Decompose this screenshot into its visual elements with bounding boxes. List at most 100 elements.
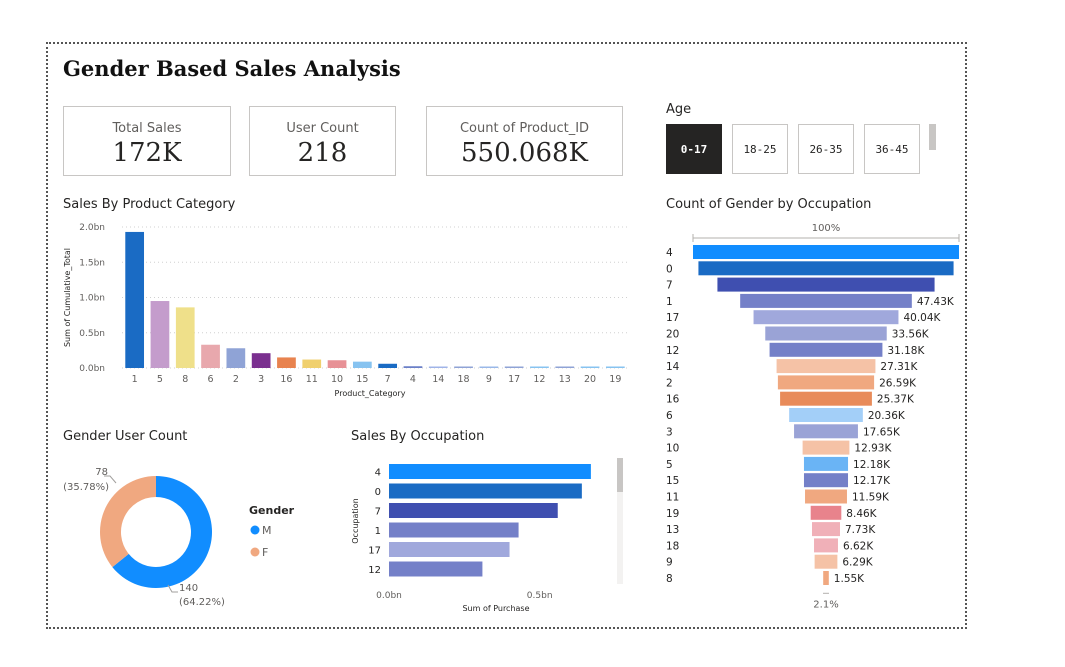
age-option-18-25[interactable]: 18-25: [732, 124, 788, 174]
funnel-bar[interactable]: [717, 277, 935, 292]
bar[interactable]: [389, 561, 483, 577]
funnel-bar[interactable]: [753, 310, 899, 325]
legend-label: F: [262, 546, 268, 559]
bar[interactable]: [251, 353, 271, 368]
bar[interactable]: [428, 366, 448, 369]
funnel-category-label: 8: [666, 573, 673, 585]
card-label: User Count: [286, 121, 359, 136]
occupation-funnel-title: Count of Gender by Occupation: [666, 197, 872, 212]
funnel-bar[interactable]: [765, 326, 887, 341]
funnel-bar[interactable]: [794, 424, 858, 439]
legend-title: Gender: [249, 504, 295, 517]
funnel-category-label: 20: [666, 329, 679, 341]
funnel-bar[interactable]: [769, 342, 883, 357]
age-option-26-35[interactable]: 26-35: [798, 124, 854, 174]
funnel-category-label: 7: [666, 280, 673, 292]
bar[interactable]: [389, 464, 591, 479]
funnel-category-label: 16: [666, 394, 680, 406]
bar[interactable]: [302, 359, 322, 368]
y-tick-label: 0.5bn: [79, 329, 105, 339]
bar[interactable]: [389, 522, 519, 538]
bar[interactable]: [479, 366, 499, 369]
age-option-0-17[interactable]: 0-17: [666, 124, 722, 174]
bar[interactable]: [327, 360, 347, 368]
card-value: 218: [297, 138, 348, 168]
bar[interactable]: [352, 361, 372, 368]
funnel-bar[interactable]: [740, 293, 912, 308]
bar[interactable]: [580, 366, 600, 369]
funnel-bar[interactable]: [823, 571, 829, 585]
y-tick-label: 1.0bn: [79, 294, 105, 304]
funnel-category-label: 10: [666, 443, 679, 455]
funnel-bar[interactable]: [814, 554, 838, 569]
bar[interactable]: [277, 357, 296, 368]
funnel-category-label: 2: [666, 377, 673, 389]
funnel-value-label: 12.93K: [854, 443, 892, 455]
bar[interactable]: [125, 231, 145, 368]
bar[interactable]: [378, 363, 398, 368]
funnel-category-label: 13: [666, 524, 679, 536]
y-tick-label: 1: [375, 526, 381, 537]
funnel-bar[interactable]: [698, 261, 954, 276]
funnel-bar[interactable]: [810, 505, 842, 520]
bar[interactable]: [403, 366, 423, 368]
legend-marker: [250, 547, 260, 557]
funnel-bar[interactable]: [803, 456, 849, 471]
x-tick-label: 3: [258, 374, 264, 385]
funnel-bar[interactable]: [777, 375, 875, 390]
funnel-category-label: 19: [666, 508, 679, 520]
funnel-bar[interactable]: [693, 245, 959, 259]
age-option-36-45[interactable]: 36-45: [864, 124, 920, 174]
funnel-bar[interactable]: [812, 522, 840, 537]
bar[interactable]: [389, 542, 510, 557]
y-tick-label: 0.0bn: [79, 364, 105, 374]
funnel-bar[interactable]: [780, 391, 872, 406]
x-tick-label: 12: [533, 374, 545, 385]
bar[interactable]: [454, 366, 473, 369]
y-tick-label: 4: [375, 468, 381, 479]
funnel-bar[interactable]: [802, 440, 850, 455]
scrollbar-thumb[interactable]: [617, 458, 623, 492]
donut-slice[interactable]: [100, 476, 156, 568]
funnel-category-label: 4: [666, 247, 673, 259]
funnel-value-label: 25.37K: [877, 394, 915, 406]
bar[interactable]: [201, 344, 220, 368]
funnel-category-label: 12: [666, 345, 679, 357]
x-tick-label: 19: [609, 374, 621, 385]
funnel-bar[interactable]: [805, 489, 847, 504]
x-tick-label: 5: [157, 374, 163, 385]
funnel-value-label: 8.46K: [846, 508, 877, 520]
funnel-category-label: 5: [666, 459, 673, 471]
bar[interactable]: [389, 483, 582, 499]
bar[interactable]: [226, 348, 246, 368]
bar[interactable]: [150, 301, 170, 368]
bar[interactable]: [530, 366, 549, 369]
funnel-category-label: 0: [666, 263, 673, 275]
slice-label: (64.22%): [179, 597, 225, 608]
bar[interactable]: [504, 366, 524, 369]
x-tick-label: 16: [280, 374, 292, 385]
x-tick-label: 8: [182, 374, 188, 385]
funnel-bar[interactable]: [776, 359, 876, 374]
bar[interactable]: [555, 366, 575, 369]
x-axis-label: Sum of Purchase: [462, 604, 529, 613]
leader-line: [167, 584, 178, 593]
slice-label: 140: [179, 583, 198, 594]
funnel-bottom-label: 2.1%: [813, 599, 838, 610]
funnel-bar[interactable]: [803, 473, 849, 488]
total-sales-card[interactable]: Total Sales 172K: [63, 106, 231, 176]
product-count-card[interactable]: Count of Product_ID 550.068K: [426, 106, 623, 176]
donut-slice[interactable]: [112, 476, 212, 589]
scrollbar-track[interactable]: [617, 458, 623, 584]
user-count-card[interactable]: User Count 218: [249, 106, 396, 176]
x-tick-label: 18: [458, 374, 470, 385]
bar[interactable]: [175, 307, 195, 368]
age-slicer-title: Age: [666, 102, 692, 117]
funnel-value-label: 27.31K: [880, 361, 918, 373]
funnel-bar[interactable]: [814, 538, 838, 553]
funnel-bar[interactable]: [789, 408, 863, 422]
bar[interactable]: [389, 503, 558, 518]
slicer-scrollbar[interactable]: [929, 124, 936, 150]
bar[interactable]: [605, 366, 625, 369]
